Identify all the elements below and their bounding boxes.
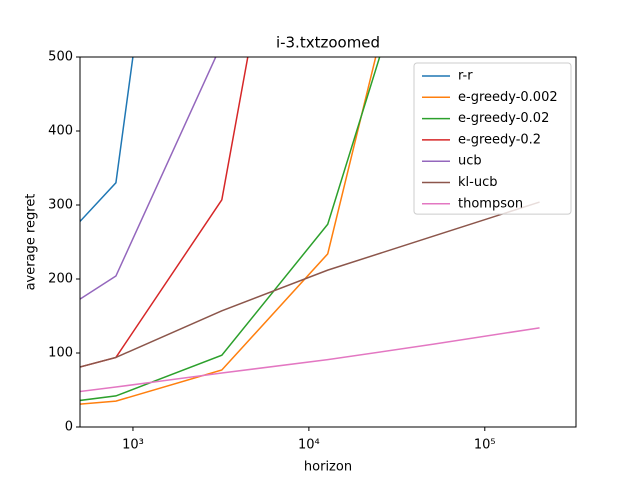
legend-label: thompson <box>458 196 523 211</box>
legend-label: ucb <box>458 154 482 169</box>
series-line <box>80 57 134 223</box>
y-tick-label: 100 <box>48 346 73 361</box>
y-tick-label: 0 <box>65 420 73 435</box>
legend-box <box>413 62 572 215</box>
series-line <box>80 327 540 393</box>
series-line <box>80 201 540 368</box>
x-tick-label: 10³ <box>122 438 144 453</box>
legend-label: e-greedy-0.02 <box>458 111 549 126</box>
axes-frame <box>79 56 577 428</box>
legend-label: kl-ucb <box>458 175 497 190</box>
series-line <box>80 57 217 301</box>
y-tick-label: 300 <box>48 198 73 213</box>
x-tick-label: 10⁵ <box>474 438 496 453</box>
y-tick-label: 400 <box>48 124 73 139</box>
legend-label: e-greedy-0.002 <box>458 90 558 105</box>
x-axis-label: horizon <box>304 460 352 475</box>
series-line <box>80 57 381 402</box>
x-tick-label: 10⁴ <box>298 438 320 453</box>
y-tick-label: 200 <box>48 272 73 287</box>
legend-label: r-r <box>458 69 473 84</box>
y-axis-label: average regret <box>24 194 39 291</box>
legend-label: e-greedy-0.2 <box>458 132 541 147</box>
plot-area <box>80 57 540 405</box>
chart-title: i-3.txtzoomed <box>276 34 380 52</box>
y-tick-label: 500 <box>48 50 73 65</box>
